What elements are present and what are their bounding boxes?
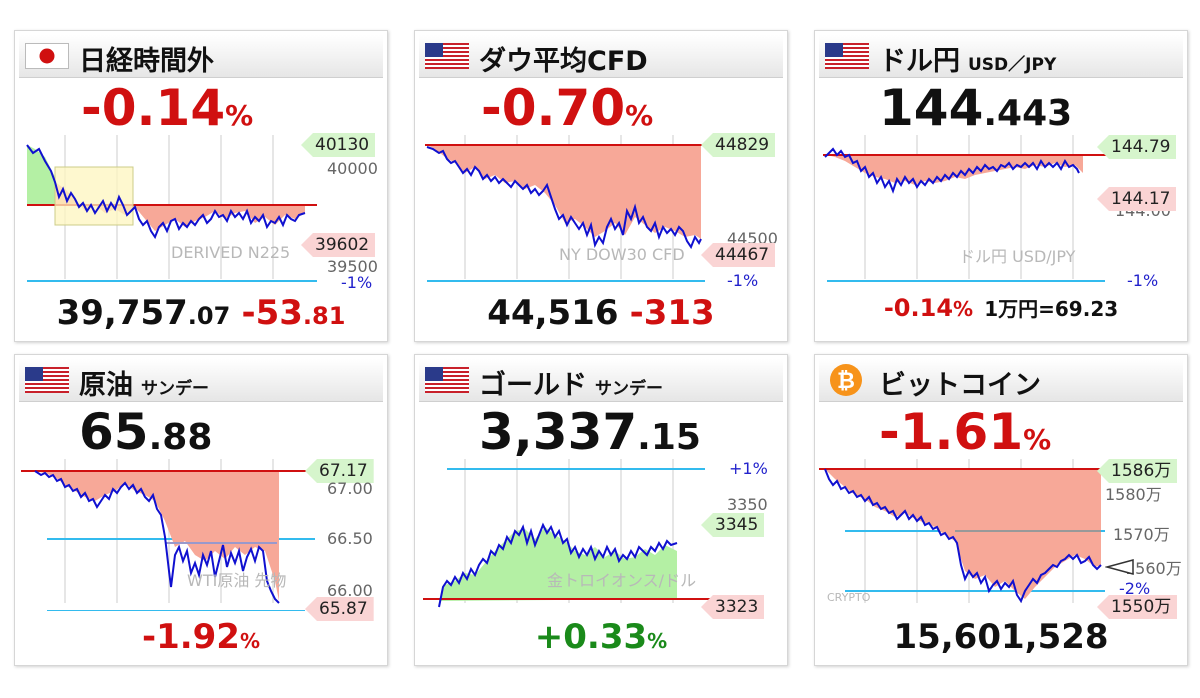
card-oil[interactable]: 原油 サンデー 65.88 67.17 67.00 66.50 WTI原油 先物 …: [14, 354, 388, 666]
chart-watermark: DERIVED N225: [171, 243, 291, 262]
card-dow[interactable]: ダウ平均CFD -0.70% 44829 NY DOW30 CFD 44500 …: [414, 30, 788, 342]
conversion-rate: 1万円=69.23: [984, 297, 1119, 321]
card-subtitle: サンデー: [141, 379, 209, 399]
change-value: -313: [629, 293, 715, 333]
percent-line-label: -1%: [341, 273, 373, 292]
us-flag-icon: [25, 367, 69, 393]
axis-label: 67.00: [327, 479, 373, 498]
low-price-tag: 3323: [701, 595, 765, 619]
percent-line-label: -1%: [727, 271, 759, 290]
price: 15,601,528: [893, 617, 1109, 657]
card-title: ドル円 USD／JPY: [879, 46, 1057, 77]
us-flag-icon: [425, 367, 469, 393]
percent-line-label: -1%: [1127, 271, 1159, 290]
card-gold[interactable]: ゴールド サンデー 3,337.15 +1% 3350 3345 金トロイオンス/…: [414, 354, 788, 666]
card-title: ダウ平均CFD: [479, 46, 648, 77]
price-footer: 44,516 -313: [415, 296, 787, 330]
card-header: ドル円 USD／JPY: [819, 35, 1183, 78]
low-price-tag: 1550万: [1097, 595, 1178, 619]
chart-watermark: NY DOW30 CFD: [559, 245, 685, 264]
high-price-tag: 1586万: [1097, 459, 1178, 483]
price-chart: [815, 451, 1187, 611]
price-chart: [815, 127, 1187, 287]
price: 44,516: [487, 293, 619, 333]
axis-label: 40000: [327, 159, 378, 178]
card-header: ダウ平均CFD: [419, 35, 783, 78]
card-nikkei[interactable]: 日経時間外 -0.14% 40130 40000 DERIVED N225 39…: [14, 30, 388, 342]
card-title: 日経時間外: [79, 46, 214, 77]
high-price-tag: 144.79: [1097, 135, 1177, 159]
axis-label: 1570万: [1113, 525, 1170, 544]
card-bitcoin[interactable]: ₿ ビットコイン -1.61% 1586万 1580万 1570万 1560万 …: [814, 354, 1188, 666]
price-chart: [415, 451, 787, 611]
axis-label: 66.00: [327, 581, 373, 600]
price-chart: [415, 127, 787, 287]
card-header: ゴールド サンデー: [419, 359, 783, 402]
price: 39,757: [56, 293, 188, 333]
price-footer: +0.33%: [534, 617, 668, 657]
price-footer: 15,601,528: [815, 620, 1187, 654]
low-price-tag: 44467: [701, 243, 776, 267]
low-price-tag: 144.17: [1097, 187, 1177, 211]
chart-watermark: ドル円 USD/JPY: [959, 247, 1076, 266]
svg-text:₿: ₿: [837, 369, 855, 394]
axis-label: 1580万: [1105, 485, 1162, 504]
change-percent: -0.70%: [481, 79, 654, 137]
us-flag-icon: [425, 43, 469, 69]
change-percent: -1.61%: [879, 403, 1052, 461]
change-percent: -1.92: [141, 617, 240, 657]
price-footer: 39,757.07 -53.81: [56, 293, 346, 333]
change-percent: +0.33: [534, 617, 648, 657]
change-percent: -0.14: [883, 294, 954, 322]
price: 3,337.15: [479, 403, 701, 461]
card-header: ₿ ビットコイン: [819, 359, 1183, 402]
change-percent: -0.14%: [81, 79, 254, 137]
card-header: 日経時間外: [19, 35, 383, 78]
current-price-marker-icon: [1105, 559, 1135, 575]
price-footer: -1.92%: [141, 617, 261, 657]
axis-label: 39500: [327, 257, 378, 276]
japan-flag-icon: [25, 43, 69, 69]
low-price-tag: 65.87: [305, 597, 374, 621]
price-chart: [15, 451, 387, 611]
card-title: ビットコイン: [879, 370, 1041, 401]
card-title: ゴールド サンデー: [479, 370, 663, 401]
high-price-tag: 44829: [701, 133, 776, 157]
card-header: 原油 サンデー: [19, 359, 383, 402]
price-chart: [15, 127, 387, 287]
percent-line-label: -2%: [1119, 579, 1151, 598]
card-subtitle: サンデー: [595, 379, 663, 399]
high-price-tag: 3345: [701, 513, 765, 537]
high-price-tag: 40130: [301, 133, 376, 157]
chart-watermark: 金トロイオンス/ドル: [547, 571, 697, 590]
us-flag-icon: [825, 43, 869, 69]
card-title: 原油 サンデー: [79, 370, 209, 401]
price-footer: -0.14% 1万円=69.23: [883, 294, 1119, 322]
change-value: -53: [241, 293, 303, 333]
low-price-tag: 39602: [301, 233, 376, 257]
price: 65.88: [79, 403, 213, 461]
axis-label: 3350: [727, 495, 768, 514]
card-subtitle: USD／JPY: [968, 55, 1057, 75]
axis-label: 1560万: [1125, 559, 1182, 578]
chart-watermark: WTI原油 先物: [187, 571, 287, 590]
high-price-tag: 67.17: [305, 459, 374, 483]
bitcoin-icon: ₿: [829, 363, 863, 397]
axis-label: 66.50: [327, 529, 373, 548]
price: 144.443: [879, 79, 1073, 137]
chart-watermark: CRYPTO: [827, 591, 871, 604]
percent-line-label: +1%: [729, 459, 768, 478]
